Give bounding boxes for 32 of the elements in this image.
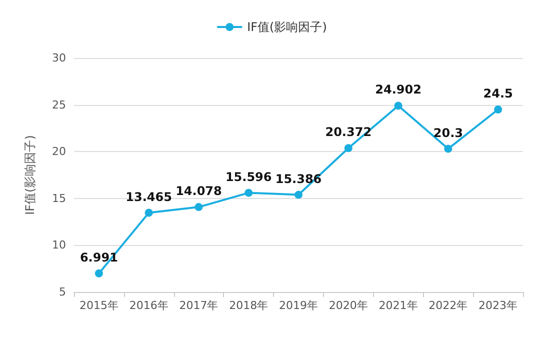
point [194, 203, 203, 212]
point [294, 190, 302, 199]
y-tick-label: 15 [52, 192, 66, 205]
y-tick-label: 5 [59, 286, 66, 298]
y-axis-title: IF值(影响因子) [23, 135, 37, 215]
x-tick-label: 2023年 [478, 299, 518, 312]
y-tick-label: 10 [52, 238, 66, 252]
y-tick-label: 30 [52, 52, 66, 64]
x-tick-label: 2020年 [328, 299, 368, 312]
x-tick-label: 2016年 [129, 299, 168, 312]
point [94, 269, 103, 278]
point [394, 102, 402, 110]
data-label: 15.596 [225, 170, 272, 184]
data-label: 24.902 [375, 82, 422, 97]
point [494, 105, 502, 114]
x-tick-label: 2017年 [179, 299, 218, 312]
point [144, 208, 153, 217]
point [344, 144, 352, 152]
data-label: 14.078 [176, 184, 222, 198]
y-tick-label: 20 [52, 145, 66, 158]
y-tick-label: 25 [52, 98, 66, 112]
point [444, 144, 452, 153]
x-tick-label: 2019年 [279, 299, 318, 312]
x-tick-label: 2022年 [428, 299, 468, 312]
x-tick-label: 2021年 [378, 299, 418, 312]
x-tick-label: 2015年 [79, 299, 118, 312]
legend-label: IF值(影响因子) [247, 20, 327, 34]
data-label: 24.5 [483, 86, 513, 100]
point [244, 188, 253, 197]
x-tick-label: 2018年 [229, 299, 268, 312]
data-label: 20.3 [433, 126, 463, 140]
data-label: 13.465 [126, 190, 172, 204]
